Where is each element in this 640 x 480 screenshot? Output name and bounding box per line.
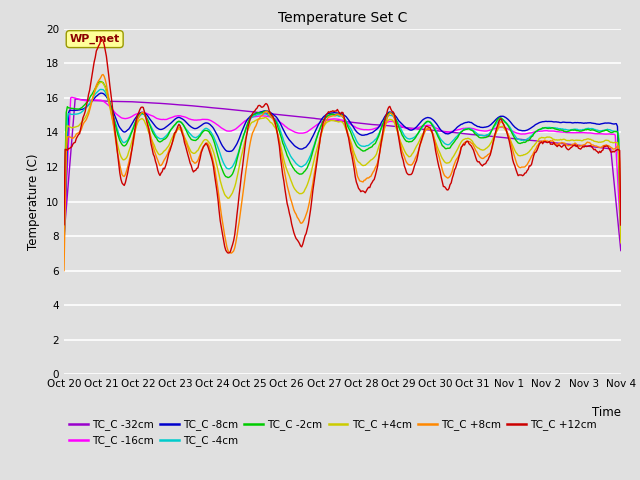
Y-axis label: Temperature (C): Temperature (C) — [28, 153, 40, 250]
Text: WP_met: WP_met — [70, 34, 120, 44]
Text: Time: Time — [592, 406, 621, 419]
Legend: TC_C -32cm, TC_C -16cm, TC_C -8cm, TC_C -4cm, TC_C -2cm, TC_C +4cm, TC_C +8cm, T: TC_C -32cm, TC_C -16cm, TC_C -8cm, TC_C … — [69, 420, 596, 446]
Title: Temperature Set C: Temperature Set C — [278, 11, 407, 25]
